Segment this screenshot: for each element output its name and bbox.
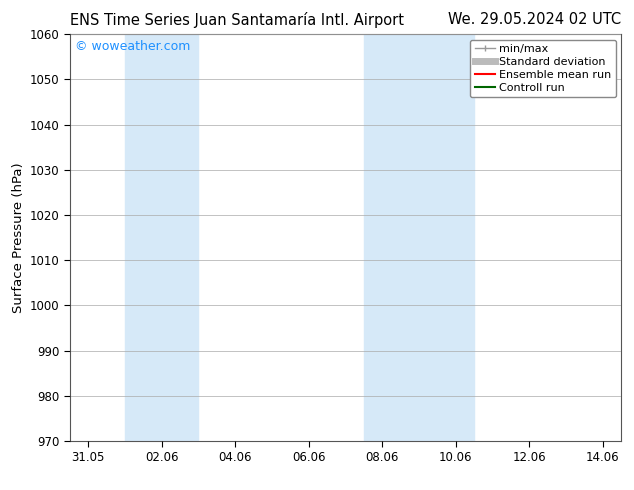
Text: We. 29.05.2024 02 UTC: We. 29.05.2024 02 UTC	[448, 12, 621, 27]
Bar	[125, 34, 198, 441]
Text: ENS Time Series Juan Santamaría Intl. Airport: ENS Time Series Juan Santamaría Intl. Ai…	[70, 12, 404, 28]
Bar	[364, 34, 474, 441]
Legend: min/max, Standard deviation, Ensemble mean run, Controll run: min/max, Standard deviation, Ensemble me…	[470, 40, 616, 97]
Y-axis label: Surface Pressure (hPa): Surface Pressure (hPa)	[13, 162, 25, 313]
Text: © woweather.com: © woweather.com	[75, 40, 191, 53]
